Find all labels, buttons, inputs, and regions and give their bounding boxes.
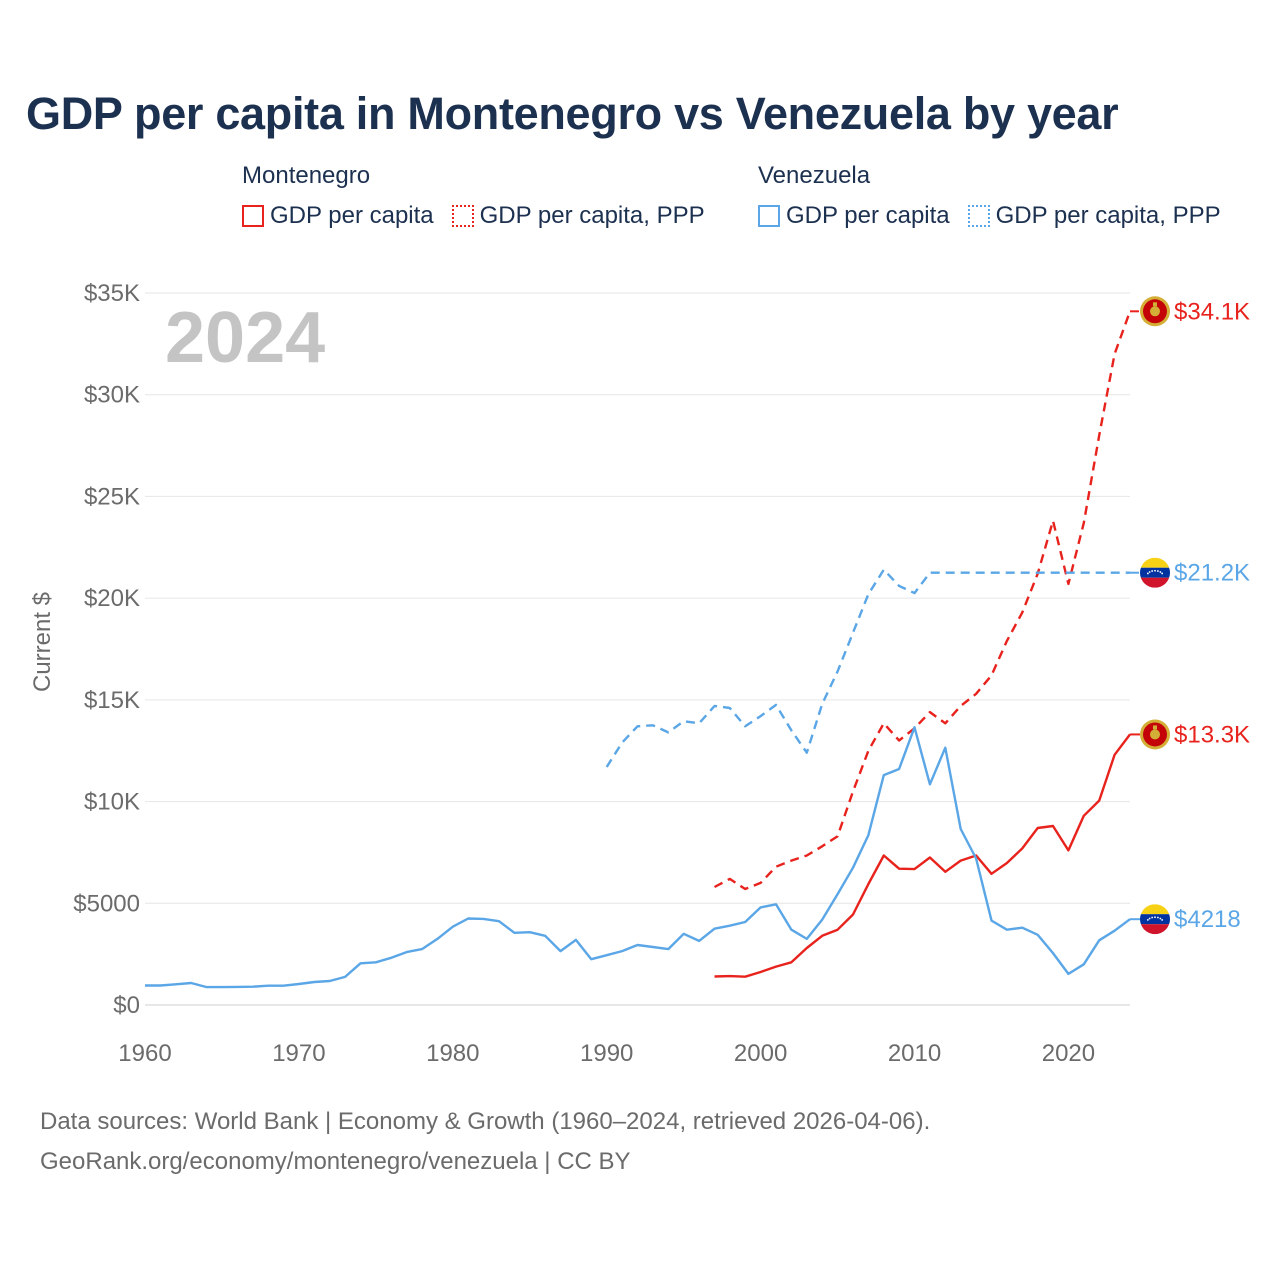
y-tick-label: $25K xyxy=(84,483,140,510)
legend-item-label: GDP per capita xyxy=(786,202,950,229)
legend-item-montenegro-gdp[interactable]: GDP per capita xyxy=(242,202,434,230)
x-tick-label: 2010 xyxy=(888,1040,941,1067)
y-tick-label: $10K xyxy=(84,789,140,816)
legend-venezuela: Venezuela GDP per capita GDP per capita,… xyxy=(758,162,1221,230)
end-labels: $34.1K $21.2K $13.3K $4218 xyxy=(1130,296,1250,935)
end-value-label: $21.2K xyxy=(1174,560,1250,587)
y-tick-label: $35K xyxy=(84,280,140,307)
x-tick-label: 1990 xyxy=(580,1040,633,1067)
x-tick-label: 1970 xyxy=(272,1040,325,1067)
y-tick-label: $20K xyxy=(84,585,140,612)
series-line xyxy=(145,726,1131,989)
y-tick-label: $5000 xyxy=(73,890,140,917)
source-line-2[interactable]: GeoRank.org/economy/montenegro/venezuela… xyxy=(40,1148,631,1175)
legend-item-label: GDP per capita, PPP xyxy=(479,202,705,229)
series-line xyxy=(713,310,1132,891)
legend-item-label: GDP per capita, PPP xyxy=(995,202,1221,229)
y-axis: $0 $5000 $10K $15K $20K $25K $30K $35K xyxy=(73,280,140,1019)
legend-item-venezuela-gdp[interactable]: GDP per capita xyxy=(758,202,950,230)
x-tick-label: 1960 xyxy=(118,1040,171,1067)
legend-item-montenegro-gdp-ppp[interactable]: GDP per capita, PPP xyxy=(451,202,705,230)
source-line-1: Data sources: World Bank | Economy & Gro… xyxy=(40,1108,931,1135)
end-value-label: $34.1K xyxy=(1174,298,1250,325)
end-value-label: $4218 xyxy=(1174,906,1241,933)
end-value-label: $13.3K xyxy=(1174,721,1250,748)
y-axis-label: Current $ xyxy=(29,592,56,692)
chart-title: GDP per capita in Montenegro vs Venezuel… xyxy=(26,88,1119,139)
legend-swatch-dotted-icon xyxy=(967,205,990,227)
year-watermark: 2024 xyxy=(165,298,325,378)
venezuela-flag-icon xyxy=(1140,904,1170,935)
legend-country-label: Montenegro xyxy=(242,162,371,189)
x-tick-label: 1980 xyxy=(426,1040,479,1067)
montenegro-flag-icon xyxy=(1140,719,1170,750)
x-tick-label: 2000 xyxy=(734,1040,787,1067)
legend-swatch-solid-icon xyxy=(242,205,264,227)
legend-item-venezuela-gdp-ppp[interactable]: GDP per capita, PPP xyxy=(967,202,1221,230)
legend-swatch-solid-icon xyxy=(758,205,780,227)
montenegro-flag-icon xyxy=(1140,296,1170,327)
y-tick-label: $15K xyxy=(84,687,140,714)
x-tick-label: 2020 xyxy=(1042,1040,1095,1067)
y-tick-label: $30K xyxy=(84,382,140,409)
venezuela-flag-icon xyxy=(1140,557,1170,588)
y-tick-label: $0 xyxy=(113,992,140,1019)
legend-country-label: Venezuela xyxy=(758,162,871,189)
legend-item-label: GDP per capita xyxy=(270,202,434,229)
grid xyxy=(145,292,1130,1006)
x-axis: 1960 1970 1980 1990 2000 2010 2020 xyxy=(118,1040,1095,1067)
legend-montenegro: Montenegro GDP per capita GDP per capita… xyxy=(242,162,705,230)
series-line xyxy=(605,568,1130,768)
series-line xyxy=(714,733,1131,978)
series-lines xyxy=(145,310,1132,989)
legend-swatch-dotted-icon xyxy=(451,205,474,227)
